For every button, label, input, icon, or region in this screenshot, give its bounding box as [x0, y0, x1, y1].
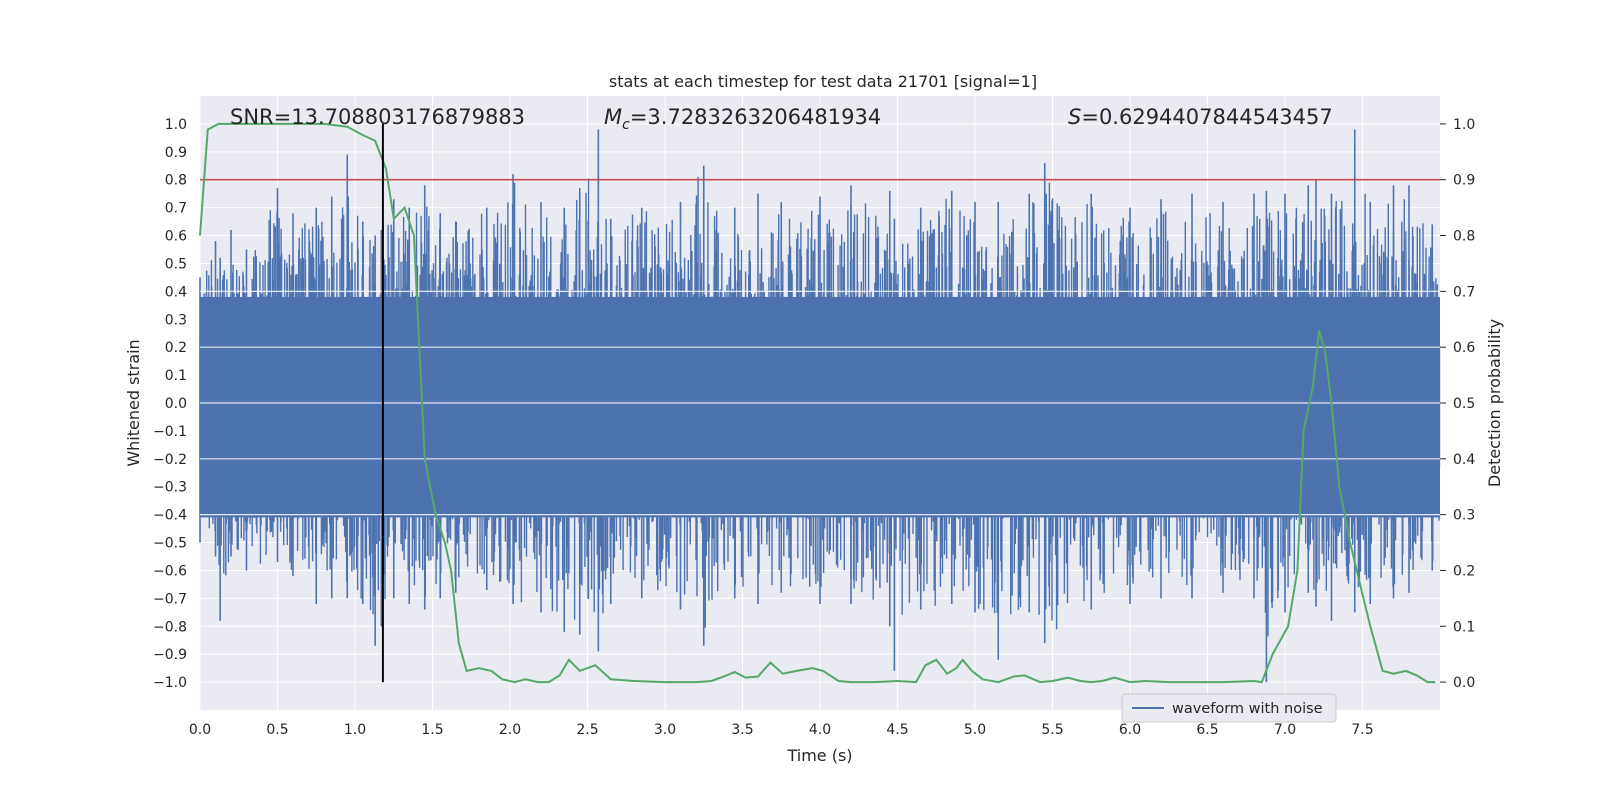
snr-annotation: SNR=13.708803176879883: [230, 105, 525, 129]
left-tick-label: −0.8: [153, 619, 187, 635]
left-tick-label: 0.2: [165, 340, 187, 356]
right-tick-label: 0.1: [1453, 619, 1475, 635]
series-detection-probability: [199, 122, 1436, 684]
right-tick-label: 0.2: [1453, 563, 1475, 579]
x-tick-label: 3.0: [654, 722, 676, 738]
right-tick-label: 0.3: [1453, 508, 1475, 524]
left-tick-label: 0.1: [165, 368, 187, 384]
s-value: =0.6294407844543457: [1081, 105, 1332, 129]
left-tick-label: 0.9: [165, 145, 187, 161]
right-tick-label: 0.6: [1453, 340, 1475, 356]
right-tick-label: 0.0: [1453, 675, 1475, 691]
left-tick-label: −0.9: [153, 647, 187, 663]
x-tick-label: 2.5: [576, 722, 598, 738]
chirp-mass-annotation: Mc=3.7283263206481934: [604, 105, 881, 133]
left-tick-label: −0.5: [153, 536, 187, 552]
x-axis-ticks: 0.0 0.5 1.0 1.5 2.0 2.5 3.0 3.5 4.0 4.5 5.0 5.5 6.0 6…: [189, 722, 1374, 738]
x-tick-label: 7.0: [1274, 722, 1296, 738]
chirp-mass-value: =3.7283263206481934: [630, 105, 881, 129]
x-tick-label: 3.5: [731, 722, 753, 738]
x-tick-label: 2.0: [499, 722, 521, 738]
right-tick-label: 0.8: [1453, 229, 1475, 245]
right-tick-label: 1.0: [1453, 117, 1475, 133]
x-tick-label: 5.5: [1041, 722, 1063, 738]
left-axis-ticks: 1.0 0.9 0.8 0.7 0.6 0.5 0.4 0.3 0.2 0.1 0.0 −0.1 −0.…: [153, 117, 187, 691]
x-tick-label: 4.5: [886, 722, 908, 738]
right-tick-label: 0.5: [1453, 396, 1475, 412]
legend: waveform with noise: [1121, 693, 1337, 723]
x-tick-label: 6.5: [1196, 722, 1218, 738]
left-tick-label: 0.3: [165, 312, 187, 328]
right-tick-label: 0.4: [1453, 452, 1475, 468]
left-tick-label: −0.4: [153, 508, 187, 524]
left-tick-label: −0.1: [153, 424, 187, 440]
right-axis-ticks: 1.0 0.9 0.8 0.7 0.6 0.5 0.4 0.3 0.2 0.1 0.0: [1440, 117, 1475, 691]
left-tick-label: 0.8: [165, 173, 187, 189]
chirp-mass-symbol: M: [604, 105, 622, 129]
left-tick-label: −0.7: [153, 591, 187, 607]
left-tick-label: 0.0: [165, 396, 187, 412]
left-tick-label: −0.2: [153, 452, 187, 468]
left-tick-label: −0.3: [153, 480, 187, 496]
left-tick-label: 0.4: [165, 284, 187, 300]
left-tick-label: 0.7: [165, 201, 187, 217]
x-tick-label: 1.0: [344, 722, 366, 738]
legend-box: [1121, 693, 1337, 723]
s-annotation: S=0.6294407844543457: [1068, 105, 1333, 129]
x-tick-label: 4.0: [809, 722, 831, 738]
s-symbol: S: [1068, 105, 1081, 129]
left-tick-label: 0.5: [165, 256, 187, 272]
chirp-mass-subscript: c: [622, 117, 630, 133]
right-axis-label: Detection probability: [1485, 319, 1504, 487]
right-tick-label: 0.7: [1453, 284, 1475, 300]
x-tick-label: 0.0: [189, 722, 211, 738]
probability-line: [199, 122, 1436, 684]
x-tick-label: 7.5: [1351, 722, 1373, 738]
left-axis-label: Whitened strain: [124, 339, 143, 466]
left-tick-label: −1.0: [153, 675, 187, 691]
x-tick-label: 5.0: [964, 722, 986, 738]
series-waveform: [199, 129, 1441, 683]
x-tick-label: 6.0: [1119, 722, 1141, 738]
left-tick-label: 1.0: [165, 117, 187, 133]
x-axis-label: Time (s): [786, 746, 852, 765]
x-tick-label: 1.5: [421, 722, 443, 738]
left-tick-label: −0.6: [153, 563, 187, 579]
chart-title: stats at each timestep for test data 217…: [609, 72, 1037, 91]
right-tick-label: 0.9: [1453, 173, 1475, 189]
x-tick-label: 0.5: [266, 722, 288, 738]
legend-label: waveform with noise: [1172, 701, 1323, 717]
left-tick-label: 0.6: [165, 229, 187, 245]
